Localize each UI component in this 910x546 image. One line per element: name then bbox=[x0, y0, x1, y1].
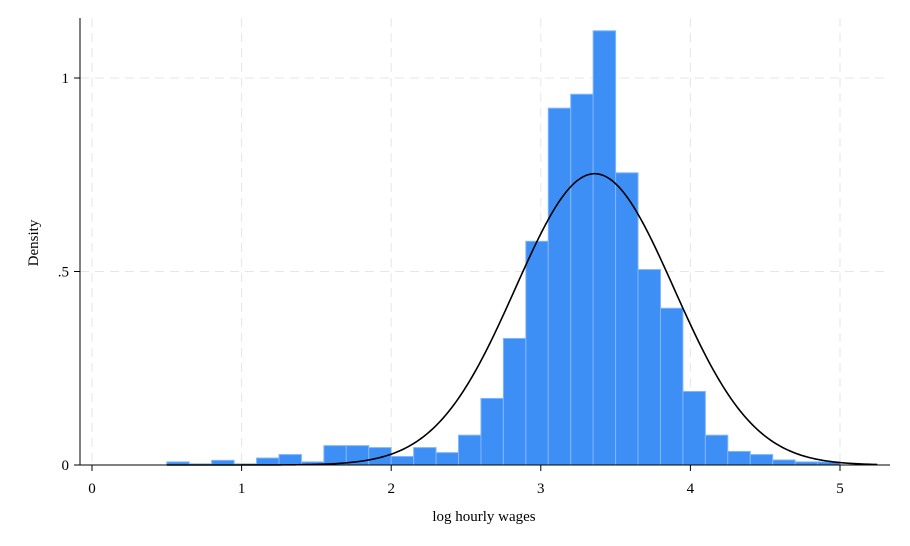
x-tick-label: 4 bbox=[687, 481, 695, 497]
x-tick-label: 0 bbox=[88, 481, 96, 497]
histogram-bar bbox=[547, 107, 572, 466]
y-tick-label: 0 bbox=[62, 458, 70, 474]
y-tick-label: .5 bbox=[58, 265, 69, 281]
x-tick-label: 3 bbox=[537, 481, 545, 497]
histogram-bar bbox=[390, 455, 415, 466]
histogram-bar bbox=[323, 445, 347, 466]
histogram-bar bbox=[278, 454, 302, 466]
x-tick-label: 2 bbox=[387, 481, 395, 497]
histogram-bar bbox=[480, 397, 504, 466]
histogram-bar bbox=[570, 93, 594, 466]
histogram-bar bbox=[435, 452, 460, 466]
histogram-bars bbox=[166, 30, 841, 466]
histogram-bar bbox=[704, 434, 729, 466]
histogram-bar bbox=[749, 454, 774, 466]
axes: 0 1 2 3 4 5 0 .5 1 bbox=[58, 18, 890, 497]
histogram-bar bbox=[502, 337, 527, 466]
histogram-bar bbox=[637, 269, 661, 466]
histogram-bar bbox=[615, 172, 639, 466]
y-axis-title: Density bbox=[26, 219, 42, 266]
histogram-bar bbox=[727, 450, 751, 466]
histogram-bar bbox=[413, 447, 437, 466]
histogram-bar bbox=[592, 30, 617, 466]
x-tick-label: 1 bbox=[238, 481, 246, 497]
histogram-bar bbox=[682, 390, 706, 466]
histogram-bar bbox=[772, 459, 796, 466]
histogram-bar bbox=[458, 434, 482, 466]
histogram-bar bbox=[525, 240, 549, 466]
x-tick-label: 5 bbox=[836, 481, 844, 497]
x-axis-title: log hourly wages bbox=[432, 509, 535, 525]
histogram-bar bbox=[256, 457, 280, 466]
histogram-bar bbox=[659, 307, 684, 466]
y-tick-label: 1 bbox=[62, 71, 70, 87]
grid-lines bbox=[80, 18, 890, 465]
histogram-bar bbox=[368, 447, 392, 466]
